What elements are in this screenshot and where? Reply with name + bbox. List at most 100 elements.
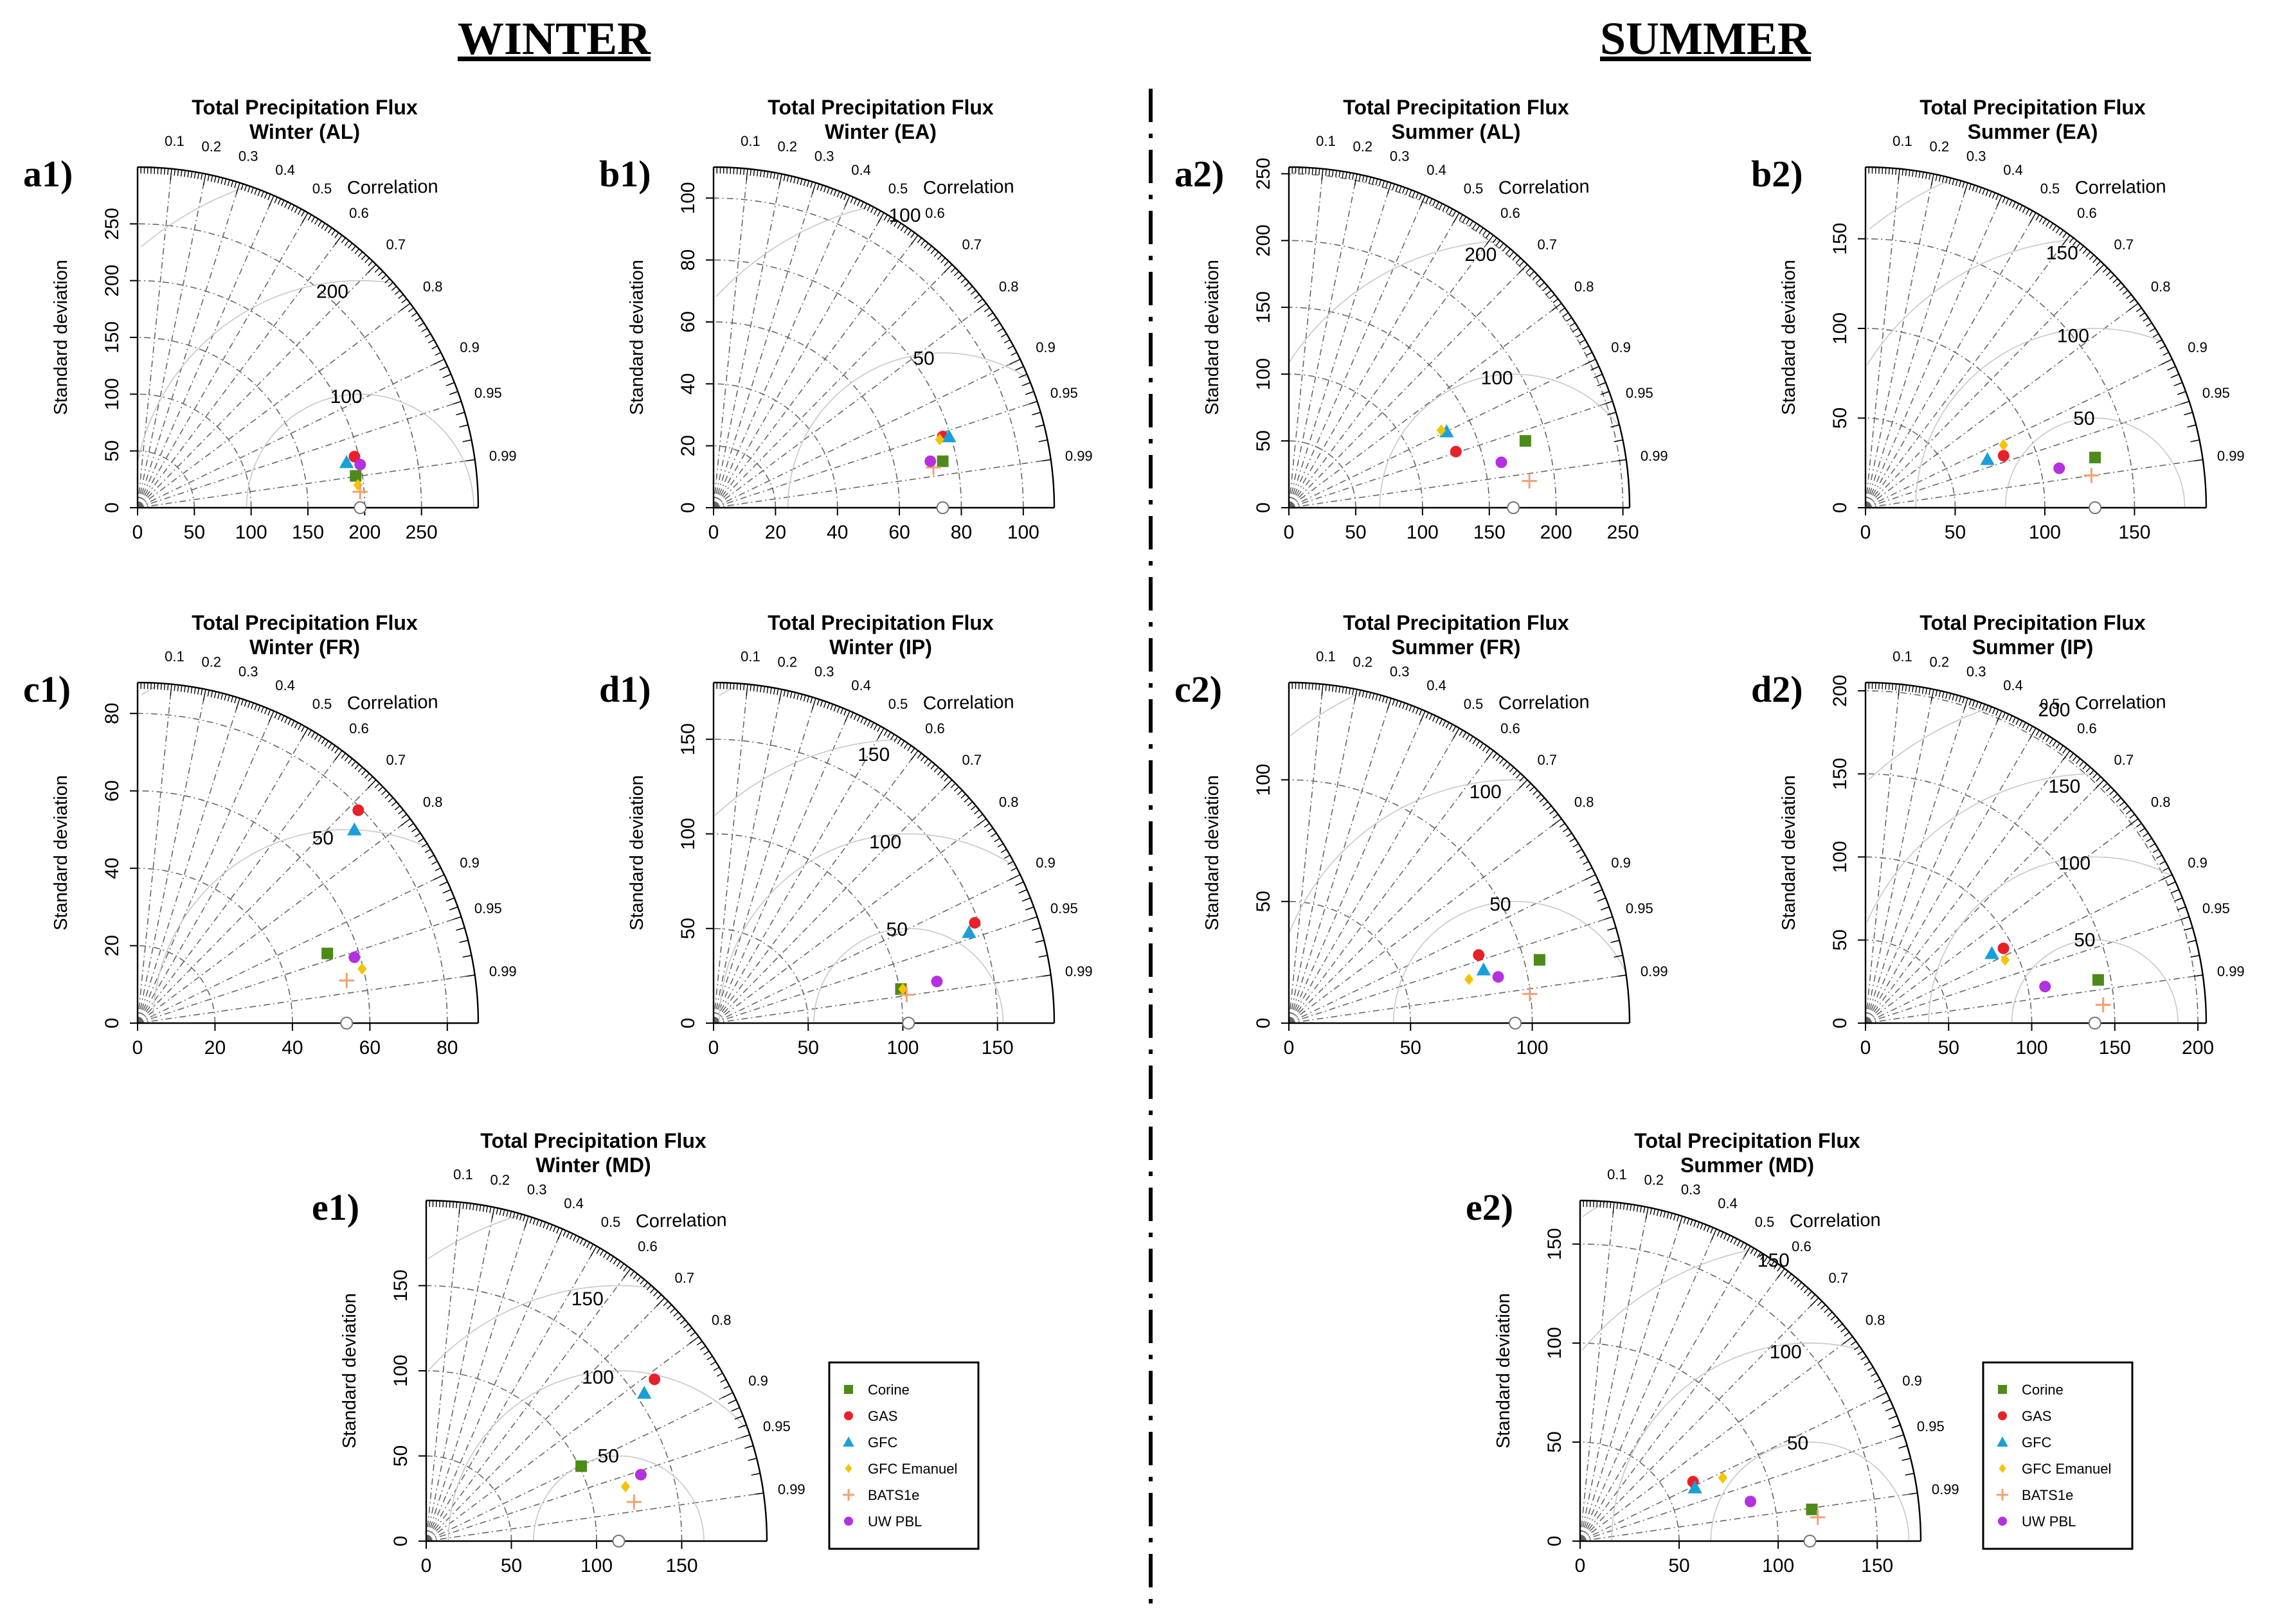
correlation-tick	[458, 1202, 461, 1214]
correlation-label: 0.6	[925, 720, 945, 736]
correlation-tick	[1387, 698, 1392, 709]
correlation-tick	[512, 1212, 516, 1219]
correlation-tick	[679, 1319, 686, 1325]
correlation-tick	[1985, 705, 1989, 712]
data-point-gfc-emanuel	[357, 963, 367, 975]
correlation-ray	[1288, 212, 1460, 508]
data-point-bats1e	[1522, 473, 1537, 489]
correlation-tick	[737, 1424, 747, 1429]
correlation-tick	[341, 753, 346, 759]
data-point-gfc-emanuel	[2000, 954, 2010, 966]
correlation-tick	[254, 188, 258, 195]
correlation-tick	[1381, 696, 1385, 702]
correlation-tick	[1536, 794, 1542, 799]
correlation-tick	[1935, 174, 1938, 181]
correlation-tick	[1552, 818, 1562, 826]
correlation-tick	[977, 814, 984, 819]
correlation-tick	[1519, 776, 1525, 782]
correlation-label: 0.95	[474, 385, 502, 401]
correlation-tick	[1997, 710, 2002, 722]
correlation-tick	[445, 382, 455, 386]
correlation-tick	[1700, 1223, 1704, 1230]
correlation-tick	[224, 694, 227, 701]
correlation-tick	[870, 206, 874, 213]
data-point-gfc-emanuel	[1999, 439, 2008, 451]
correlation-tick	[1603, 1201, 1605, 1208]
correlation-ray	[137, 750, 343, 1024]
correlation-tick	[2129, 298, 2136, 303]
correlation-tick	[418, 837, 424, 843]
correlation-tick	[730, 167, 732, 174]
panel-subtitle: Summer (FR)	[1392, 636, 1521, 659]
correlation-tick	[2126, 294, 2132, 299]
correlation-tick	[408, 823, 414, 828]
stddev-arc	[137, 713, 448, 1024]
reference-point	[2088, 1017, 2101, 1030]
y-axis-title: Standard deviation	[51, 260, 71, 415]
correlation-label: 0.4	[851, 677, 871, 693]
data-point-gfc-emanuel	[935, 434, 944, 445]
correlation-tick	[428, 339, 435, 344]
correlation-tick	[1677, 1215, 1680, 1222]
correlation-label: 0.5	[312, 696, 332, 712]
correlation-tick	[1614, 439, 1623, 443]
stddev-arc	[713, 738, 998, 1024]
correlation-tick	[1385, 697, 1389, 704]
correlation-ray	[1288, 727, 1460, 1024]
correlation-tick	[543, 1222, 546, 1229]
correlation-tick	[1952, 179, 1955, 186]
correlation-tick	[1948, 693, 1952, 700]
legend-symbol-uw-pbl	[844, 1517, 853, 1526]
reference-point	[354, 501, 367, 514]
correlation-tick	[656, 1294, 662, 1300]
correlation-tick	[154, 167, 156, 174]
correlation-tick	[753, 169, 755, 176]
correlation-label: 0.95	[763, 1418, 791, 1434]
panel-label: d1)	[599, 668, 651, 710]
rms-label: 50	[913, 348, 934, 369]
legend-label: GFC Emanuel	[868, 1461, 957, 1477]
correlation-tick	[994, 837, 1000, 843]
correlation-tick	[230, 696, 234, 702]
correlation-label: 0.9	[2188, 855, 2208, 871]
correlation-tick	[220, 177, 224, 184]
correlation-tick	[1827, 1312, 1833, 1317]
panel-subtitle: Winter (FR)	[249, 636, 360, 659]
correlation-tick	[860, 717, 864, 724]
correlation-tick	[800, 694, 803, 701]
legend-box	[828, 1361, 980, 1550]
correlation-tick	[1586, 867, 1593, 871]
correlation-tick	[1502, 761, 1507, 767]
data-point-gas	[649, 1373, 661, 1386]
correlation-tick	[720, 1379, 726, 1383]
correlation-tick	[1509, 251, 1515, 257]
correlation-tick	[449, 391, 458, 395]
panel-title: Total Precipitation Flux	[192, 96, 418, 119]
correlation-label: 0.9	[460, 339, 480, 355]
correlation-label: 0.1	[1893, 648, 1912, 665]
correlation-tick	[1352, 688, 1354, 695]
correlation-tick	[1462, 216, 1467, 223]
correlation-ray	[1288, 263, 1528, 508]
correlation-tick	[1041, 974, 1051, 977]
correlation-ray	[1865, 195, 2002, 508]
correlation-tick	[1885, 1407, 1894, 1412]
correlation-tick	[287, 718, 292, 725]
correlation-tick	[1525, 267, 1531, 273]
rms-label: 150	[2046, 242, 2078, 263]
correlation-tick	[2112, 278, 2118, 283]
correlation-ray	[1865, 212, 2037, 508]
correlation-tick	[361, 254, 366, 260]
correlation-tick	[1479, 743, 1484, 749]
correlation-tick	[586, 1242, 591, 1249]
correlation-tick	[334, 232, 339, 238]
correlation-label: 0.5	[1755, 1214, 1775, 1230]
correlation-tick	[1395, 700, 1399, 707]
correlation-title: Correlation	[1790, 1210, 1881, 1232]
correlation-title: Correlation	[636, 1210, 727, 1232]
legend-label: Corine	[2022, 1382, 2064, 1398]
correlation-tick	[1495, 755, 1501, 762]
